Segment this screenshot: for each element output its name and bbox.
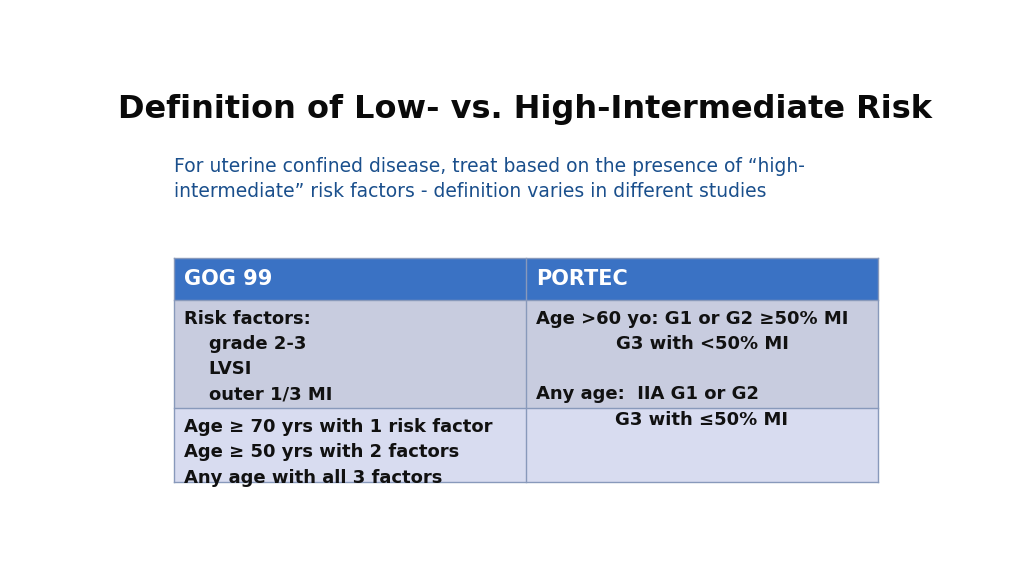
Text: Any age with all 3 factors: Any age with all 3 factors xyxy=(184,469,442,487)
Text: For uterine confined disease, treat based on the presence of “high-: For uterine confined disease, treat base… xyxy=(174,157,805,176)
Text: Risk factors:: Risk factors: xyxy=(184,309,311,328)
Text: Any age:  IIA G1 or G2: Any age: IIA G1 or G2 xyxy=(537,385,760,403)
Text: G3 with ≤50% MI: G3 with ≤50% MI xyxy=(615,411,788,429)
Text: outer 1/3 MI: outer 1/3 MI xyxy=(184,385,333,403)
Text: grade 2-3: grade 2-3 xyxy=(184,335,307,353)
Text: intermediate” risk factors - definition varies in different studies: intermediate” risk factors - definition … xyxy=(174,181,767,200)
Text: LVSI: LVSI xyxy=(184,360,252,378)
Text: Definition of Low- vs. High-Intermediate Risk: Definition of Low- vs. High-Intermediate… xyxy=(118,93,932,124)
Text: G3 with <50% MI: G3 with <50% MI xyxy=(615,335,788,353)
Bar xyxy=(526,408,878,482)
Bar xyxy=(174,300,526,408)
Bar xyxy=(526,300,878,408)
Text: GOG 99: GOG 99 xyxy=(184,268,272,289)
Text: Age >60 yo: G1 or G2 ≥50% MI: Age >60 yo: G1 or G2 ≥50% MI xyxy=(537,309,849,328)
Bar xyxy=(174,257,526,300)
Text: Age ≥ 70 yrs with 1 risk factor: Age ≥ 70 yrs with 1 risk factor xyxy=(184,418,493,436)
Bar xyxy=(174,408,526,482)
Bar xyxy=(526,257,878,300)
Text: Age ≥ 50 yrs with 2 factors: Age ≥ 50 yrs with 2 factors xyxy=(184,444,460,461)
Text: PORTEC: PORTEC xyxy=(537,268,628,289)
